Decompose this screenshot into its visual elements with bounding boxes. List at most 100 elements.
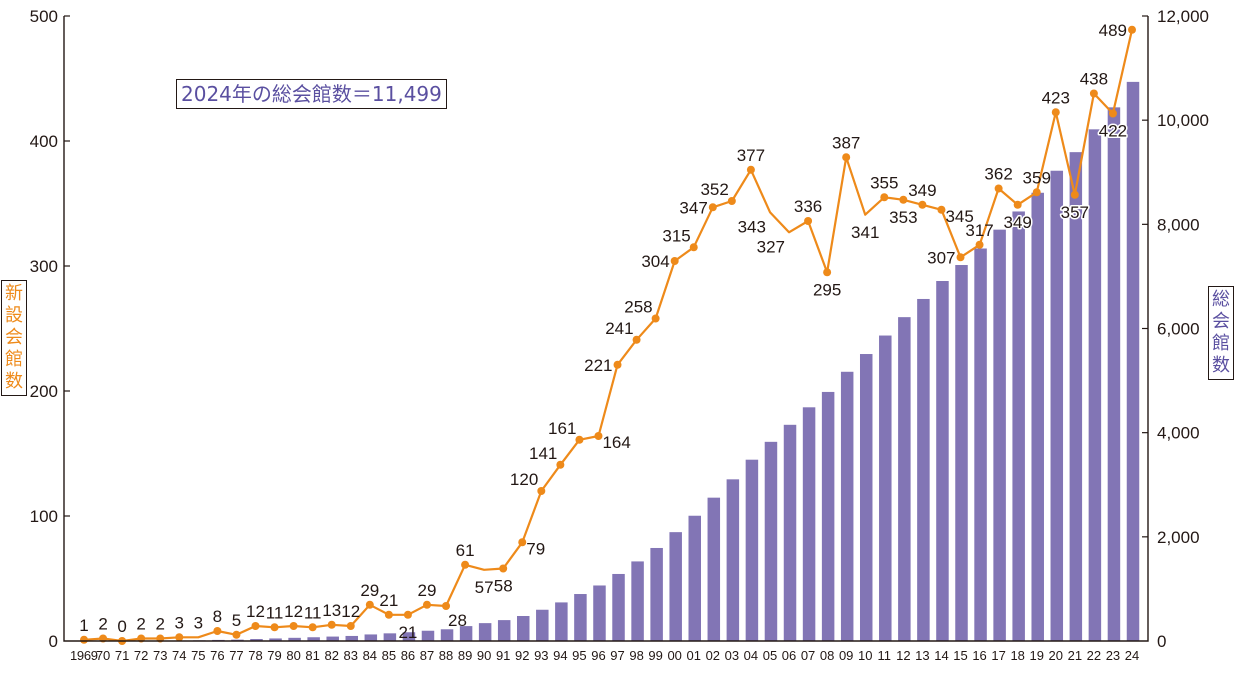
- x-tick-label: 95: [572, 648, 586, 663]
- line-point: [823, 268, 832, 277]
- left-axis-title-char: 会: [5, 327, 23, 348]
- line-point: [1108, 109, 1117, 118]
- x-tick-label: 78: [248, 648, 262, 663]
- data-label: 164: [602, 433, 630, 452]
- x-tick-label: 18: [1010, 648, 1024, 663]
- x-tick-label: 87: [420, 648, 434, 663]
- line-point: [270, 623, 279, 632]
- total-annotation: 2024年の総会館数＝11,499: [176, 79, 447, 109]
- bar: [574, 594, 587, 641]
- line-point: [422, 600, 431, 609]
- data-label: 258: [624, 298, 652, 317]
- data-label: 345: [945, 207, 973, 226]
- data-label: 352: [700, 180, 728, 199]
- x-tick-label: 84: [363, 648, 377, 663]
- line-point: [80, 635, 88, 644]
- right-tick-label: 6,000: [1157, 320, 1200, 339]
- data-label: 359: [1023, 168, 1051, 187]
- bar: [917, 298, 930, 641]
- x-tick-label: 71: [115, 648, 129, 663]
- bar: [1069, 152, 1083, 642]
- data-label: 438: [1080, 70, 1108, 89]
- x-tick-label: 97: [610, 648, 624, 663]
- left-tick-label: 0: [49, 632, 58, 651]
- x-tick-label: 22: [1087, 648, 1101, 663]
- left-tick-label: 200: [30, 382, 58, 401]
- line-point: [556, 460, 565, 469]
- bar: [345, 635, 359, 641]
- bar: [326, 636, 339, 641]
- data-label: 357: [1061, 203, 1089, 222]
- x-tick-label: 79: [267, 648, 281, 663]
- x-tick-label: 12: [896, 648, 910, 663]
- x-tick-label: 13: [915, 648, 929, 663]
- data-label: 241: [605, 319, 633, 338]
- line-point: [842, 153, 851, 162]
- line-point: [670, 257, 679, 265]
- line-point: [994, 184, 1003, 193]
- data-label: 21: [379, 591, 398, 610]
- bar: [1050, 170, 1064, 642]
- data-label: 11: [304, 603, 322, 622]
- x-tick-label: 19: [1029, 648, 1043, 663]
- data-label: 120: [510, 470, 538, 489]
- line-point: [632, 335, 641, 344]
- data-label: 12: [341, 602, 360, 621]
- bar: [1126, 81, 1140, 641]
- x-tick-label: 03: [725, 648, 739, 663]
- x-tick-label: 85: [382, 648, 396, 663]
- line-point: [689, 243, 698, 252]
- bar: [364, 634, 378, 641]
- line-point: [880, 193, 889, 202]
- x-tick-label: 04: [744, 648, 758, 663]
- data-label: 29: [360, 581, 379, 600]
- x-tick-label: 72: [134, 648, 148, 663]
- data-label: 423: [1042, 88, 1070, 107]
- bar: [764, 441, 778, 641]
- x-tick-label: 24: [1125, 648, 1139, 663]
- data-label: 3: [194, 613, 203, 632]
- right-tick-label: 10,000: [1157, 111, 1209, 130]
- data-label: 315: [662, 226, 690, 245]
- x-tick-label: 76: [210, 648, 224, 663]
- left-axis-ticks: 0 100 200 300 400 500: [30, 7, 70, 651]
- left-axis-title-char: 設: [5, 305, 23, 326]
- x-tick-label: 00: [667, 648, 681, 663]
- data-label: 307: [927, 248, 955, 267]
- bar: [612, 573, 625, 641]
- data-label: 489: [1099, 21, 1127, 40]
- data-label: 387: [832, 133, 860, 152]
- line-point: [956, 253, 965, 262]
- x-tick-label: 99: [648, 648, 662, 663]
- bar: [745, 459, 759, 641]
- data-label: 336: [794, 197, 822, 216]
- data-label: 13: [322, 601, 341, 620]
- data-label: 8: [213, 607, 222, 626]
- bar: [536, 609, 549, 641]
- x-tick-label: 20: [1049, 648, 1063, 663]
- left-tick-label: 100: [30, 507, 58, 526]
- x-tick-label: 94: [553, 648, 567, 663]
- line-point: [442, 602, 451, 610]
- x-tick-label: 15: [953, 648, 967, 663]
- data-label: 12: [246, 602, 265, 621]
- x-tick-label: 91: [496, 648, 510, 663]
- data-label: 317: [965, 221, 993, 240]
- bar: [974, 248, 987, 641]
- bar: [783, 424, 797, 641]
- data-label: 2: [136, 615, 145, 634]
- right-tick-label: 0: [1157, 632, 1166, 651]
- bar: [631, 561, 644, 641]
- bar: [840, 371, 854, 641]
- x-tick-label: 92: [515, 648, 529, 663]
- line-point: [1032, 188, 1041, 197]
- right-axis-title-char: 館: [1212, 333, 1230, 354]
- right-tick-label: 8,000: [1157, 215, 1200, 234]
- x-tick-label: 77: [229, 648, 243, 663]
- bar: [402, 632, 416, 641]
- line-point: [727, 197, 736, 205]
- line-point: [594, 432, 603, 440]
- left-axis-title: 新 設 会 館 数: [1, 280, 27, 396]
